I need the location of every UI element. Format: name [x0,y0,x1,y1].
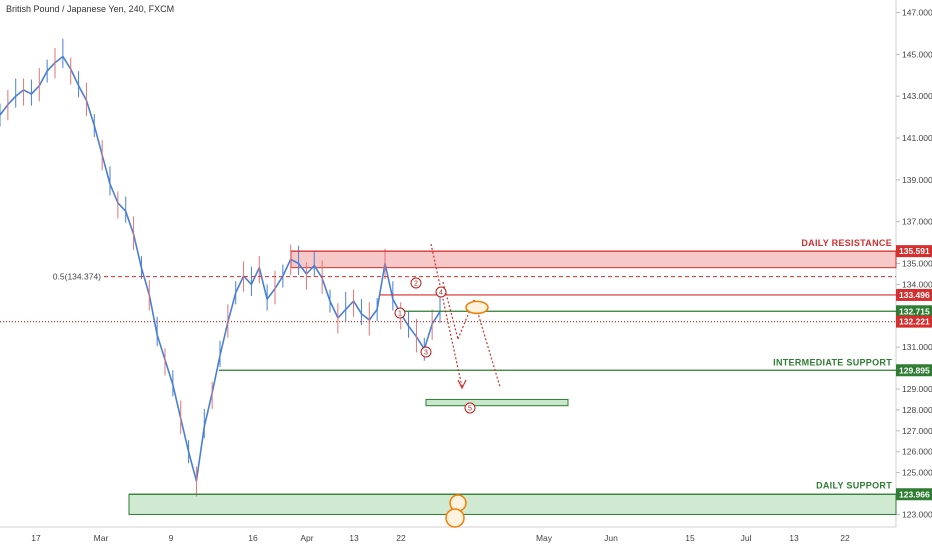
price-tick-label: 125.000 [902,468,932,478]
price-tick-label: 126.000 [902,447,932,457]
wave-label-circle [464,402,476,414]
projection-path [430,243,463,388]
wave-label-circle [410,277,422,289]
wave-label-circle [420,346,432,358]
price-tag-label: 132.221 [899,317,930,327]
wave-label-circle [394,307,406,319]
target-ellipse [465,300,489,315]
price-tag [896,364,932,377]
time-tick-label: May [536,533,553,543]
time-tick-label: 9 [169,533,174,543]
price-tick-label: 134.000 [902,279,932,289]
event-marker [445,508,465,528]
price-tag [896,315,932,328]
price-tag [896,245,932,258]
symbol-title: British Pound / Japanese Yen, 240, FXCM [6,4,175,14]
projection-path [473,299,501,388]
price-tag-label: 133.496 [899,290,930,300]
time-tick-label: Jul [741,533,752,543]
price-tick-label: 135.000 [902,259,932,269]
time-tick-label: 17 [31,533,41,543]
price-tick-label: 129.000 [902,384,932,394]
wave-label-circle [435,286,447,298]
price-tag-label: 129.895 [899,365,930,375]
wave-label-text: 3 [424,350,428,357]
wave-label-text: 1 [398,311,402,318]
price-tick-label: 127.000 [902,426,932,436]
time-tick-label: 22 [396,533,406,543]
projection-arrowhead [457,379,467,390]
price-tag-label: 135.591 [899,246,930,256]
time-tick-label: 13 [349,533,359,543]
time-tick-label: Jun [604,533,618,543]
time-tick-label: 16 [248,533,258,543]
wave-label-text: 2 [414,281,418,288]
projection-path [457,299,475,340]
price-tick-label: 145.000 [902,49,932,59]
time-tick-label: Apr [300,533,313,543]
time-tick-label: Mar [94,533,109,543]
wave-label-text: 4 [439,290,443,297]
time-tick-label: 13 [789,533,799,543]
price-tick-label: 143.000 [902,91,932,101]
event-marker [449,494,467,512]
price-tick-label: 123.000 [902,509,932,519]
zone-name-label: INTERMEDIATE SUPPORT [773,357,892,367]
wave-label-text: 5 [468,406,472,413]
zone-name-label: DAILY SUPPORT [816,480,892,490]
price-tick-label: 147.000 [902,8,932,18]
time-tick-label: 22 [840,533,850,543]
price-tick-label: 141.000 [902,133,932,143]
price-tick-label: 131.000 [902,342,932,352]
price-tag [896,305,932,318]
price-tick-label: 139.000 [902,175,932,185]
price-tick-label: 128.000 [902,405,932,415]
price-tick-label: 137.000 [902,217,932,227]
price-tag [896,488,932,501]
price-tag-label: 123.966 [899,489,930,499]
price-tag-label: 132.715 [899,306,930,316]
zone-name-label: DAILY RESISTANCE [801,238,892,248]
target-zone [425,398,569,407]
price-tag [896,288,932,301]
support-zone [128,493,897,515]
price-series-line [0,55,441,482]
fib-label: 0.5(134.374) [53,272,101,282]
time-tick-label: 15 [685,533,695,543]
resistance-zone [290,250,897,269]
